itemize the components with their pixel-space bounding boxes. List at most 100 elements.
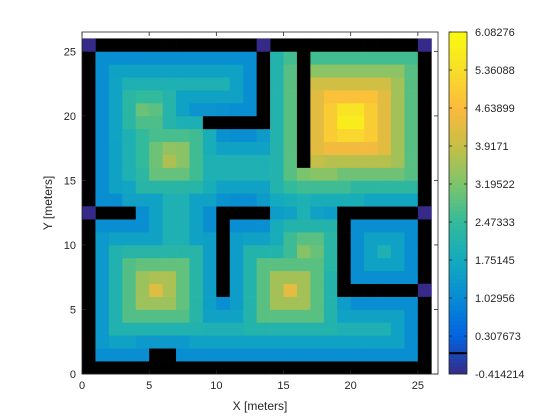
- obstacle-cell: [377, 206, 392, 220]
- heatmap-cell: [216, 309, 231, 323]
- obstacle-cell: [216, 232, 231, 246]
- heatmap-cell: [283, 257, 298, 272]
- colorbar-segment: [449, 92, 467, 97]
- colorbar-segment: [449, 275, 467, 280]
- heatmap-cell: [149, 244, 163, 259]
- heatmap-cell: [189, 154, 204, 168]
- heatmap-cell: [189, 90, 204, 104]
- obstacle-cell: [256, 361, 271, 375]
- heatmap-cell: [310, 115, 325, 130]
- heatmap-cell: [404, 232, 419, 246]
- obstacle-cell: [296, 141, 311, 155]
- x-tick-label: 0: [79, 380, 85, 392]
- obstacle-cell: [216, 38, 231, 52]
- colorbar-segment: [449, 279, 467, 284]
- heatmap-cell: [377, 232, 392, 246]
- colorbar-segment: [449, 366, 467, 371]
- heatmap-cell: [189, 335, 204, 349]
- obstacle-cell: [296, 51, 311, 65]
- heatmap-cell: [337, 141, 352, 155]
- heatmap-cell: [95, 270, 110, 285]
- heatmap-cell: [337, 348, 352, 362]
- obstacle-cell: [296, 154, 311, 168]
- obstacle-cell: [243, 38, 257, 52]
- obstacle-cell: [122, 38, 137, 52]
- heatmap-cell: [122, 102, 137, 117]
- colorbar-segment: [449, 138, 467, 143]
- heatmap-cell: [135, 270, 150, 285]
- colorbar-segment: [449, 70, 467, 75]
- heatmap-cell: [270, 270, 284, 285]
- heatmap-cell: [404, 309, 419, 323]
- heatmap-cell: [162, 232, 177, 246]
- heatmap-cell: [243, 64, 257, 78]
- heatmap-cell: [350, 244, 365, 259]
- obstacle-cell: [417, 257, 432, 272]
- colorbar-segment: [449, 355, 467, 360]
- heatmap-cell: [229, 141, 244, 155]
- heatmap-cell: [296, 322, 311, 336]
- heatmap-cell: [122, 335, 137, 349]
- obstacle-cell: [404, 206, 419, 220]
- heatmap-cell: [243, 348, 257, 362]
- heatmap-cell: [256, 128, 271, 143]
- colorbar-tick-label: -0.414214: [475, 369, 525, 381]
- y-tick-label: 15: [64, 175, 76, 187]
- obstacle-cell: [337, 244, 352, 259]
- heatmap-cell: [377, 257, 392, 272]
- obstacle-cell: [296, 361, 311, 375]
- colorbar-segment: [449, 286, 467, 291]
- obstacle-cell: [417, 244, 432, 259]
- heatmap-cell: [189, 167, 204, 181]
- heatmap-cell: [108, 180, 123, 194]
- heatmap-cell: [149, 51, 163, 65]
- colorbar-segment: [449, 358, 467, 363]
- heatmap-cell: [390, 257, 405, 272]
- obstacle-cell: [82, 90, 96, 104]
- heatmap-cell: [95, 51, 110, 65]
- heatmap-cell: [135, 77, 150, 91]
- heatmap-cell: [122, 64, 137, 78]
- heatmap-cell: [283, 309, 298, 323]
- heatmap-cell: [390, 141, 405, 155]
- heatmap-cell: [95, 115, 110, 130]
- heatmap-cell: [256, 309, 271, 323]
- heatmap-cell: [256, 141, 271, 155]
- heatmap-cell: [162, 244, 177, 259]
- heatmap-cell: [404, 128, 419, 143]
- heatmap-cell: [135, 90, 150, 104]
- heatmap-cell: [283, 154, 298, 168]
- heatmap-cell: [135, 232, 150, 246]
- heatmap-cell: [162, 128, 177, 143]
- obstacle-cell: [417, 309, 432, 323]
- heatmap-cell: [95, 257, 110, 272]
- obstacle-cell: [82, 219, 96, 233]
- heatmap-cell: [135, 322, 150, 336]
- heatmap-cell: [364, 51, 378, 65]
- heatmap-cell: [202, 180, 217, 194]
- heatmap-cell: [270, 309, 284, 323]
- colorbar-segment: [449, 298, 467, 303]
- obstacle-cell: [82, 128, 96, 143]
- obstacle-cell: [216, 244, 231, 259]
- heatmap-cell: [323, 128, 338, 143]
- heatmap-cell: [108, 322, 123, 336]
- obstacle-cell: [82, 361, 96, 375]
- heatmap-cell: [95, 128, 110, 143]
- heatmap-cell: [95, 141, 110, 155]
- heatmap-cell: [283, 102, 298, 117]
- heatmap-cell: [162, 115, 177, 130]
- heatmap-cell: [377, 180, 392, 194]
- heatmap-cell: [122, 154, 137, 168]
- obstacle-cell: [82, 102, 96, 117]
- colorbar-segment: [449, 32, 467, 37]
- heatmap-cell: [364, 115, 378, 130]
- heatmap-cell: [310, 180, 325, 194]
- colorbar-tick-label: 3.9171: [475, 141, 509, 153]
- heatmap-cell: [176, 244, 190, 259]
- heatmap-cell: [229, 296, 244, 310]
- heatmap-cell: [202, 257, 217, 272]
- heatmap-cell: [323, 141, 338, 155]
- heatmap-cell: [216, 180, 231, 194]
- obstacle-cell: [417, 102, 432, 117]
